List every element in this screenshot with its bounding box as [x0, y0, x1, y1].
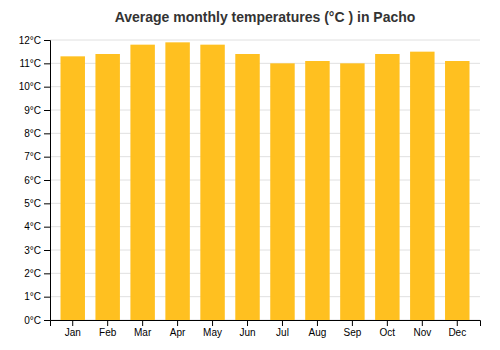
x-tick: Oct — [380, 320, 396, 338]
chart: Average monthly temperatures (°C ) in Pa… — [0, 0, 500, 350]
y-tick: 1°C — [24, 291, 50, 302]
y-tick-label: 0°C — [24, 315, 41, 326]
y-tick: 6°C — [24, 175, 50, 186]
x-tick-mark — [107, 320, 108, 326]
y-tick-label: 2°C — [24, 268, 41, 279]
title: Average monthly temperatures (°C ) in Pa… — [115, 9, 416, 25]
x-tick: Nov — [413, 320, 431, 338]
y-tick-mark — [44, 133, 50, 134]
y-axis-line — [44, 41, 51, 321]
y-tick-mark — [44, 297, 50, 298]
x-tick-label: Aug — [309, 327, 327, 338]
y-tick-mark — [44, 157, 50, 158]
x-tick-mark — [352, 320, 353, 326]
x-tick: Sep — [343, 320, 361, 338]
bar — [340, 63, 364, 320]
x-tick-mark — [317, 320, 318, 326]
bar — [305, 61, 329, 320]
y-tick-mark — [44, 110, 50, 111]
y-tick-mark — [44, 40, 50, 41]
y-tick: 8°C — [24, 128, 50, 139]
x-tick-mark — [282, 320, 283, 326]
y-tick-mark — [44, 320, 50, 321]
bar — [60, 56, 84, 320]
y-tick: 11°C — [19, 58, 50, 69]
y-tick-mark — [44, 203, 50, 204]
y-tick-mark — [44, 227, 50, 228]
x-tick-label: Apr — [170, 327, 186, 338]
x-tick-label: Jun — [239, 327, 255, 338]
x-tick-mark — [177, 320, 178, 326]
x-tick: Aug — [309, 320, 327, 338]
y-tick: 12°C — [19, 35, 50, 46]
y-tick-mark — [44, 273, 50, 274]
y-tick-label: 8°C — [24, 128, 41, 139]
y-tick-mark — [44, 250, 50, 251]
x-tick-label: Dec — [448, 327, 466, 338]
x-tick-mark — [212, 320, 213, 326]
x-tick-label: Jan — [65, 327, 81, 338]
y-tick: 2°C — [24, 268, 50, 279]
y-tick-label: 7°C — [24, 151, 41, 162]
bar — [95, 54, 119, 320]
bar — [130, 45, 154, 320]
bar — [200, 45, 224, 320]
x-tick: Jan — [65, 320, 81, 338]
y-tick-label: 5°C — [24, 198, 41, 209]
x-tick-mark — [142, 320, 143, 326]
x-tick-label: Oct — [380, 327, 396, 338]
grid — [50, 40, 480, 320]
x-tick-label: Mar — [134, 327, 152, 338]
bar — [445, 61, 469, 320]
x-tick-label: Jul — [276, 327, 289, 338]
y-tick: 9°C — [24, 105, 50, 116]
x-tick-mark — [247, 320, 248, 326]
x-axis: Jan Feb Mar Apr May Jun Jul Aug Sep Oct Nov Dec — [51, 320, 481, 338]
bars — [60, 42, 469, 320]
y-tick: 7°C — [24, 151, 50, 162]
y-tick-label: 6°C — [24, 175, 41, 186]
x-axis-line — [51, 321, 481, 327]
x-tick: Mar — [134, 320, 152, 338]
x-tick: Feb — [99, 320, 117, 338]
x-tick: Dec — [448, 320, 466, 338]
y-tick-mark — [44, 87, 50, 88]
y-tick: 0°C — [24, 315, 50, 326]
x-tick-mark — [72, 320, 73, 326]
x-tick-mark — [387, 320, 388, 326]
x-tick-label: May — [203, 327, 222, 338]
x-tick: May — [203, 320, 222, 338]
y-tick: 10°C — [19, 81, 50, 92]
bar — [270, 63, 294, 320]
grid-line — [50, 40, 480, 41]
y-tick: 5°C — [24, 198, 50, 209]
y-tick-label: 11°C — [19, 58, 41, 69]
y-tick: 3°C — [24, 245, 50, 256]
x-tick: Jul — [276, 320, 289, 338]
x-tick-label: Sep — [343, 327, 361, 338]
x-tick: Apr — [170, 320, 186, 338]
bar — [235, 54, 259, 320]
x-tick-label: Nov — [413, 327, 431, 338]
plot: Jan Feb Mar Apr May Jun Jul Aug Sep Oct Nov Dec 0°C 1… — [19, 35, 481, 338]
bar — [375, 54, 399, 320]
bar — [165, 42, 189, 320]
y-tick-label: 3°C — [24, 245, 41, 256]
y-axis: 0°C 1°C 2°C 3°C 4°C 5°C 6°C 7°C 8°C 9°C 10°C 11°C 12… — [19, 35, 51, 326]
y-tick-label: 4°C — [24, 221, 41, 232]
y-tick: 4°C — [24, 221, 50, 232]
bar — [410, 52, 434, 320]
y-tick-label: 10°C — [19, 81, 41, 92]
x-tick-label: Feb — [99, 327, 117, 338]
y-tick-label: 9°C — [24, 105, 41, 116]
x-tick: Jun — [239, 320, 255, 338]
x-tick-mark — [457, 320, 458, 326]
y-tick-label: 1°C — [24, 291, 41, 302]
x-tick-mark — [422, 320, 423, 326]
y-tick-mark — [44, 63, 50, 64]
y-tick-label: 12°C — [19, 35, 41, 46]
y-tick-mark — [44, 180, 50, 181]
